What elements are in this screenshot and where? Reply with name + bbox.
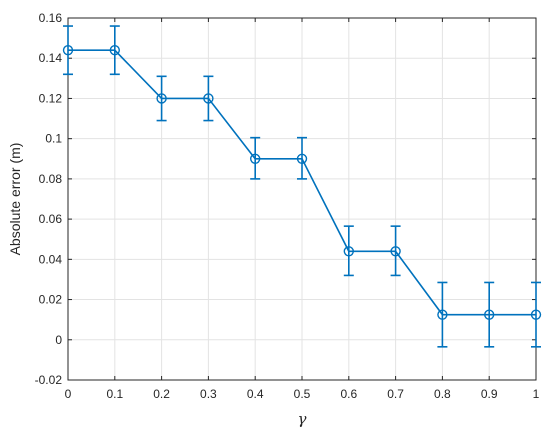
y-tick-label: 0.06 (39, 212, 63, 226)
axis-ticks: 0 0.1 0.2 0.3 0.4 0.5 0.6 0.7 0.8 0.9 1-0.0200.020… (35, 11, 540, 401)
data-point (343, 246, 354, 257)
y-tick-label: 0.08 (39, 172, 63, 186)
x-tick-label: 0.9 (481, 387, 498, 401)
data-point (530, 309, 542, 320)
data-point (390, 246, 401, 257)
y-tick-label: 0.16 (39, 11, 63, 25)
data-point (484, 309, 495, 320)
data-point (109, 44, 121, 56)
data-point (156, 93, 167, 104)
grid-lines (68, 18, 536, 380)
x-tick-label: 0.4 (247, 387, 264, 401)
y-tick-label: 0 (55, 333, 62, 347)
x-tick-label: 0.6 (340, 387, 357, 401)
data-point (296, 153, 308, 164)
x-tick-label: 0.2 (153, 387, 170, 401)
y-tick-label: 0.04 (39, 252, 63, 266)
data-series (62, 25, 542, 348)
y-tick-label: 0.1 (45, 132, 62, 146)
y-tick-label: 0.02 (39, 293, 63, 307)
data-point (203, 93, 214, 104)
x-tick-label: 0.1 (106, 387, 123, 401)
y-tick-label: 0.12 (39, 91, 63, 105)
data-point (249, 153, 261, 164)
y-tick-label: -0.02 (35, 373, 63, 387)
x-tick-label: 0.3 (200, 387, 217, 401)
data-point (62, 44, 74, 56)
x-tick-label: 0.8 (434, 387, 451, 401)
x-tick-label: 0.5 (294, 387, 311, 401)
x-tick-label: 0 (65, 387, 72, 401)
y-axis-label: Absolute error (m) (7, 143, 23, 256)
x-axis-label: γ (298, 410, 307, 428)
x-tick-label: 0.7 (387, 387, 404, 401)
x-tick-label: 1 (533, 387, 540, 401)
data-point (437, 309, 448, 320)
y-tick-label: 0.14 (39, 51, 63, 65)
